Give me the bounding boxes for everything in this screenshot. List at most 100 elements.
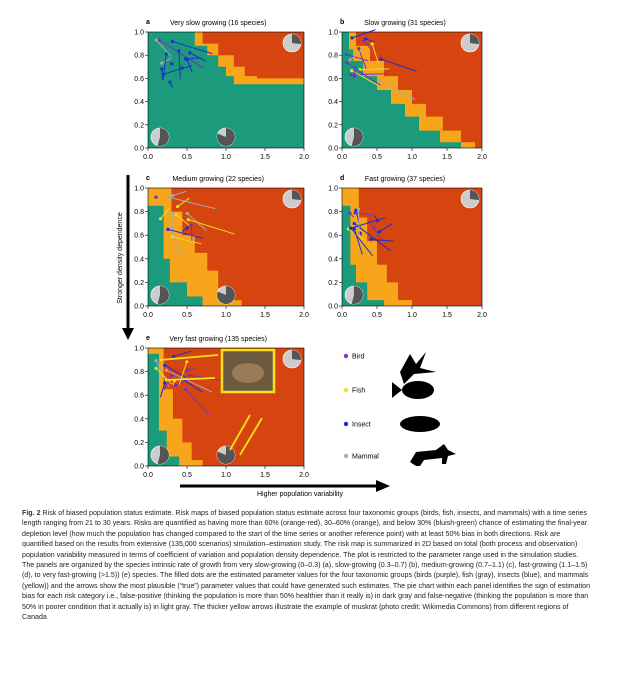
y-tick-label: 0.4	[328, 256, 338, 263]
estimate-arrow	[354, 212, 374, 216]
x-tick-label: 1.0	[221, 154, 231, 161]
estimate-dot	[166, 227, 170, 231]
x-axis-label: Higher population variability	[257, 491, 343, 498]
estimate-arrow	[186, 59, 193, 73]
y-tick-label: 1.0	[328, 186, 338, 193]
fish-tail	[392, 382, 402, 398]
estimate-arrow	[355, 210, 361, 229]
pie-slice	[217, 286, 236, 304]
panel-letter: b	[340, 19, 344, 26]
panel-letter: a	[146, 19, 150, 26]
x-tick-label: 0.5	[372, 312, 382, 319]
y-tick-label: 0.8	[328, 209, 338, 216]
estimate-dot	[177, 49, 181, 53]
panel-title: Medium growing (22 species)	[172, 176, 263, 183]
y-tick-label: 0.4	[134, 416, 144, 423]
estimate-arrow	[353, 228, 363, 255]
estimate-arrow	[351, 29, 376, 39]
x-tick-label: 0.0	[337, 154, 347, 161]
y-tick-label: 0.4	[134, 256, 144, 263]
estimate-arrow	[171, 213, 174, 240]
estimate-arrow	[155, 39, 172, 57]
estimate-arrow	[162, 53, 167, 81]
x-tick-label: 0.0	[143, 154, 153, 161]
legend-dot	[343, 387, 349, 393]
estimate-dot	[154, 195, 158, 199]
estimate-arrow	[349, 48, 364, 61]
y-tick-label: 0.4	[134, 99, 144, 106]
estimate-arrow	[177, 197, 190, 207]
estimate-dot	[348, 211, 352, 215]
x-tick-label: 0.0	[143, 472, 153, 479]
estimate-arrow	[166, 369, 213, 393]
estimate-dot	[352, 227, 356, 231]
estimate-dot	[356, 207, 361, 211]
estimate-dot	[185, 211, 189, 216]
estimate-dot	[170, 39, 175, 44]
estimate-arrow	[163, 375, 173, 390]
pie-slice	[217, 446, 236, 464]
estimate-dot	[350, 69, 354, 73]
estimate-dot	[164, 368, 169, 372]
y-tick-label: 0.8	[134, 209, 144, 216]
estimate-arrow	[189, 52, 207, 62]
caption-text: Risk of biased population status estimat…	[22, 509, 591, 622]
pie-slice	[470, 190, 479, 201]
estimate-arrow	[163, 65, 193, 75]
estimate-dot	[168, 195, 172, 200]
estimate-dot	[154, 38, 158, 42]
estimate-arrow	[155, 360, 170, 388]
panel-title: Slow growing (31 species)	[364, 20, 446, 27]
estimate-dot	[379, 57, 383, 61]
estimate-dot	[348, 58, 352, 62]
estimate-dot	[158, 217, 163, 221]
estimate-arrow	[178, 50, 181, 80]
pie-slice	[217, 128, 235, 147]
risk-low	[342, 32, 482, 148]
mammal-silhouette	[410, 444, 456, 466]
muskrat-arrow	[239, 417, 263, 456]
x-tick-label: 1.0	[221, 312, 231, 319]
estimate-dot	[378, 79, 382, 83]
estimate-dot	[354, 208, 358, 212]
y-tick-label: 1.0	[134, 186, 144, 193]
estimate-dot	[344, 52, 349, 57]
estimate-arrow	[346, 62, 381, 86]
y-tick-label: 1.0	[134, 30, 144, 37]
pie-slice	[351, 128, 364, 146]
estimate-arrow	[379, 223, 393, 233]
x-tick-label: 1.5	[442, 154, 452, 161]
estimate-arrow	[160, 207, 171, 220]
legend-label: Insect	[352, 422, 371, 429]
panel-letter: c	[146, 175, 150, 182]
panel-title: Very fast growing (135 species)	[169, 336, 267, 343]
photo-animal	[232, 363, 264, 383]
estimate-arrow	[379, 80, 416, 100]
estimate-dot	[184, 387, 188, 391]
fish-silhouette	[402, 381, 434, 399]
estimate-arrow	[155, 367, 173, 385]
legend-label: Bird	[352, 354, 365, 361]
estimate-dot	[372, 225, 376, 229]
estimate-dot	[180, 66, 184, 70]
estimate-dot	[348, 73, 353, 77]
estimate-dot	[170, 62, 174, 66]
pie-slice	[292, 34, 302, 45]
y-tick-label: 0.2	[134, 280, 144, 287]
estimate-dot	[172, 354, 176, 358]
panel-letter: e	[146, 335, 150, 342]
y-tick-label: 0.8	[134, 53, 144, 60]
estimate-arrow	[159, 382, 166, 398]
estimate-dot	[154, 366, 158, 370]
estimate-arrow	[363, 39, 371, 49]
insect-silhouette	[400, 416, 440, 432]
arrow-head	[376, 480, 390, 492]
estimate-arrow	[359, 68, 390, 71]
estimate-dot	[357, 46, 361, 51]
estimate-dot	[353, 211, 357, 215]
estimate-arrow	[169, 196, 216, 210]
y-tick-label: 0.2	[328, 280, 338, 287]
x-tick-label: 0.5	[372, 154, 382, 161]
legend-dot	[343, 421, 349, 427]
